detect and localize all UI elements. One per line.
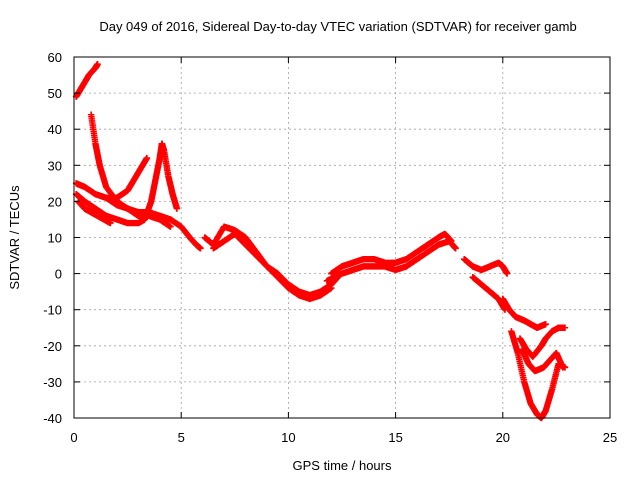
- series-track-16: [518, 346, 567, 375]
- data-point-markers: [72, 140, 181, 227]
- y-tick-label: 20: [48, 194, 62, 209]
- data-point-markers: [323, 237, 459, 285]
- data-point-markers: [102, 194, 204, 252]
- data-point-markers: [210, 230, 335, 303]
- data-point-markers: [72, 61, 101, 100]
- series-track-8: [210, 230, 335, 303]
- grid: [74, 57, 610, 418]
- series-track-6: [102, 194, 204, 252]
- series-track-12: [469, 274, 509, 313]
- series-track-15: [516, 324, 569, 360]
- data-point-markers: [516, 324, 569, 360]
- series-track-4: [72, 140, 181, 227]
- x-axis-label: GPS time / hours: [293, 458, 392, 473]
- series-track-9: [328, 230, 455, 277]
- y-tick-label: 40: [48, 122, 62, 137]
- data-point-markers: [461, 255, 511, 277]
- series-track-3: [72, 154, 151, 201]
- data-layer: [72, 61, 569, 422]
- chart-title: Day 049 of 2016, Sidereal Day-to-day VTE…: [99, 19, 576, 34]
- data-point-markers: [72, 154, 151, 201]
- x-tick-label: 0: [70, 430, 77, 445]
- series-track-1: [72, 61, 101, 100]
- series-track-13: [499, 295, 549, 331]
- x-tick-label: 20: [496, 430, 510, 445]
- axis-ticks: 0 5 10 15 20 25 -40 -30 -20 -10 0 10 20 30 40 50 60: [43, 50, 617, 445]
- data-point-markers: [508, 328, 569, 422]
- x-tick-label: 5: [178, 430, 185, 445]
- data-point-markers: [328, 230, 455, 277]
- data-point-markers: [201, 223, 341, 299]
- data-point-markers: [499, 295, 549, 331]
- series-track-14: [508, 328, 569, 422]
- y-tick-label: 30: [48, 158, 62, 173]
- y-tick-label: -20: [43, 339, 62, 354]
- data-point-markers: [518, 346, 567, 375]
- y-tick-label: 60: [48, 50, 62, 65]
- y-tick-label: -40: [43, 411, 62, 426]
- y-tick-label: 10: [48, 231, 62, 246]
- y-tick-label: 50: [48, 86, 62, 101]
- data-point-markers: [469, 274, 509, 313]
- x-tick-label: 10: [281, 430, 295, 445]
- series-track-10: [323, 237, 459, 285]
- x-tick-label: 25: [603, 430, 617, 445]
- y-tick-label: -30: [43, 375, 62, 390]
- x-tick-label: 15: [388, 430, 402, 445]
- series-track-11: [461, 255, 511, 277]
- y-tick-label: 0: [55, 267, 62, 282]
- series-track-7: [201, 223, 341, 299]
- y-tick-label: -10: [43, 303, 62, 318]
- y-axis-label: SDTVAR / TECUs: [7, 185, 22, 290]
